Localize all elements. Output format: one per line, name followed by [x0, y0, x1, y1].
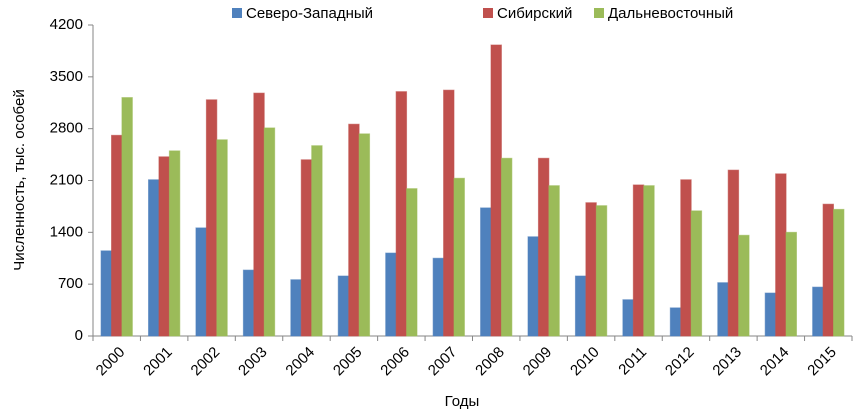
bar: [406, 188, 418, 337]
bar: [690, 210, 703, 337]
x-tick-label: 2009: [520, 344, 556, 380]
bar: [432, 257, 445, 337]
bar: [775, 173, 787, 337]
x-tick-label: 2013: [709, 344, 745, 380]
bar: [490, 44, 502, 337]
bar: [100, 250, 113, 337]
y-tick-label: 0: [75, 327, 83, 344]
bar: [574, 275, 587, 337]
bar: [680, 179, 692, 337]
y-tick-label: 3500: [50, 68, 83, 85]
bar: [595, 205, 608, 337]
bar: [527, 236, 539, 337]
x-tick-label: 2010: [567, 344, 603, 380]
bar: [822, 203, 834, 337]
bar: [548, 185, 560, 337]
bar: [216, 139, 228, 337]
x-tick-label: 2002: [188, 344, 224, 380]
bar: [242, 269, 255, 337]
x-tick-label: 2014: [757, 344, 793, 380]
bar: [632, 184, 645, 337]
bar: [253, 92, 265, 337]
bar: [443, 89, 455, 337]
bar: [500, 157, 513, 337]
bar: [358, 133, 371, 337]
legend-label: Сибирский: [497, 5, 572, 22]
x-tick-label: 2006: [377, 344, 413, 380]
x-tick-label: 2004: [282, 344, 318, 380]
bar: [121, 97, 133, 337]
bar: [168, 150, 181, 337]
x-tick-label: 2008: [472, 344, 508, 380]
x-axis-label: Годы: [445, 393, 480, 410]
bar: [832, 208, 845, 337]
x-tick-label: 2000: [93, 344, 129, 380]
bar: [205, 99, 218, 337]
legend-label: Дальневосточный: [608, 5, 733, 22]
bar: [300, 159, 313, 337]
y-tick-label: 2800: [50, 120, 83, 137]
bar: [812, 286, 824, 337]
bar: [453, 177, 465, 337]
y-tick-label: 1400: [50, 223, 83, 240]
y-tick-label: 700: [58, 275, 83, 292]
bar: [385, 252, 397, 337]
bar: [290, 279, 302, 337]
legend-swatch: [594, 8, 604, 18]
bar: [195, 227, 207, 337]
bar: [480, 207, 492, 337]
bar: [717, 282, 729, 337]
bar: [111, 134, 123, 337]
bar: [585, 202, 597, 337]
bar: [348, 123, 360, 337]
bar: [537, 157, 550, 337]
bar: [643, 185, 655, 337]
bar: [622, 299, 634, 337]
bar: [738, 234, 750, 337]
bar: [337, 275, 350, 337]
bar: [395, 91, 408, 337]
x-tick-label: 2001: [140, 344, 176, 380]
legend-label: Северо-Западный: [246, 5, 373, 22]
bar: [764, 292, 777, 337]
bar: [311, 145, 323, 337]
bar: [669, 307, 682, 337]
legend-swatch: [232, 8, 242, 18]
bar: [148, 179, 160, 337]
x-tick-label: 2005: [330, 344, 366, 380]
legend-swatch: [483, 8, 493, 18]
y-tick-label: 4200: [50, 16, 83, 33]
x-tick-label: 2011: [615, 344, 650, 379]
bar: [785, 231, 797, 337]
x-tick-label: 2003: [235, 344, 271, 380]
x-tick-label: 2012: [662, 344, 698, 380]
bar: [263, 127, 276, 337]
y-tick-label: 2100: [50, 171, 83, 188]
y-axis-label: Численность, тыс. особей: [11, 89, 28, 270]
x-tick-label: 2007: [425, 344, 461, 380]
bar: [158, 156, 170, 337]
bar: [727, 169, 740, 337]
x-tick-label: 2015: [804, 344, 840, 380]
